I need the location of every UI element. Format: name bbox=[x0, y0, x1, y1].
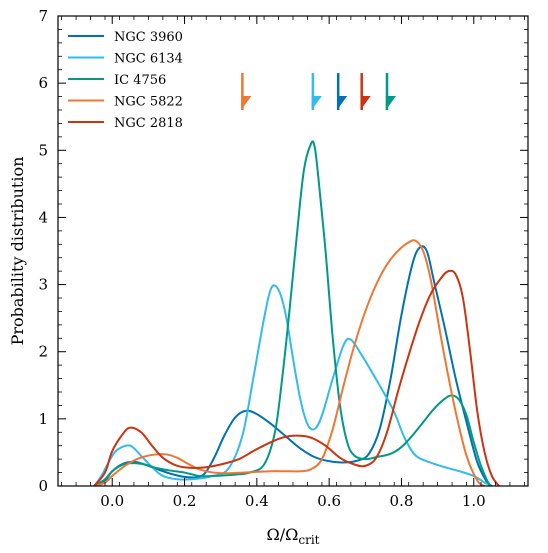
y-axis-label: Probability distribution bbox=[8, 157, 27, 346]
legend-label: NGC 6134 bbox=[114, 52, 183, 67]
x-axis-label: Ω/Ωcrit bbox=[266, 525, 319, 547]
series-line-ngc-5822 bbox=[93, 239, 486, 486]
marker-arrow-ngc-6134 bbox=[311, 73, 322, 110]
series-line-ngc-2818 bbox=[93, 269, 500, 486]
legend: NGC 3960 NGC 6134 IC 4756 NGC 5822 NGC 2818 bbox=[68, 30, 183, 131]
y-tick-label: 4 bbox=[38, 208, 48, 226]
legend-label: NGC 2818 bbox=[114, 116, 183, 131]
x-tick-label: 0.0 bbox=[100, 492, 124, 510]
marker-arrow-ic-4756 bbox=[385, 73, 396, 110]
tick-layer: 0.0 0.2 0.4 0.6 0.8 1.0 0 1 2 3 4 5 6 7 bbox=[38, 7, 528, 510]
y-tick-label: 2 bbox=[38, 343, 48, 361]
legend-label: NGC 5822 bbox=[114, 95, 183, 110]
y-tick-label: 0 bbox=[38, 477, 48, 495]
x-axis-label-sub: crit bbox=[298, 533, 319, 547]
legend-item-ngc-6134: NGC 6134 bbox=[68, 52, 183, 67]
y-tick-label: 3 bbox=[38, 276, 48, 294]
x-tick-label: 0.6 bbox=[317, 492, 341, 510]
series-layer bbox=[93, 140, 500, 486]
legend-item-ngc-5822: NGC 5822 bbox=[68, 95, 183, 110]
x-tick-label: 0.2 bbox=[173, 492, 197, 510]
y-tick-label: 7 bbox=[38, 7, 48, 25]
legend-item-ngc-2818: NGC 2818 bbox=[68, 116, 183, 131]
x-tick-label: 0.8 bbox=[390, 492, 414, 510]
y-tick-label: 5 bbox=[38, 141, 48, 159]
marker-arrow-ngc-2818 bbox=[360, 73, 371, 110]
y-tick-label: 1 bbox=[38, 410, 48, 428]
marker-layer bbox=[241, 73, 396, 110]
x-tick-label: 1.0 bbox=[462, 492, 486, 510]
x-tick-label: 0.4 bbox=[245, 492, 269, 510]
y-tick-label: 6 bbox=[38, 74, 48, 92]
legend-label: IC 4756 bbox=[114, 73, 166, 88]
series-line-ngc-6134 bbox=[93, 284, 493, 486]
series-line-ic-4756 bbox=[93, 140, 493, 486]
legend-item-ngc-3960: NGC 3960 bbox=[68, 30, 183, 45]
legend-item-ic-4756: IC 4756 bbox=[68, 73, 166, 88]
marker-arrow-ngc-5822 bbox=[241, 73, 252, 110]
series-line-ngc-3960 bbox=[93, 245, 490, 486]
legend-label: NGC 3960 bbox=[114, 30, 183, 45]
marker-arrow-ngc-3960 bbox=[336, 73, 348, 110]
x-axis-label-main: Ω/Ω bbox=[266, 525, 298, 544]
